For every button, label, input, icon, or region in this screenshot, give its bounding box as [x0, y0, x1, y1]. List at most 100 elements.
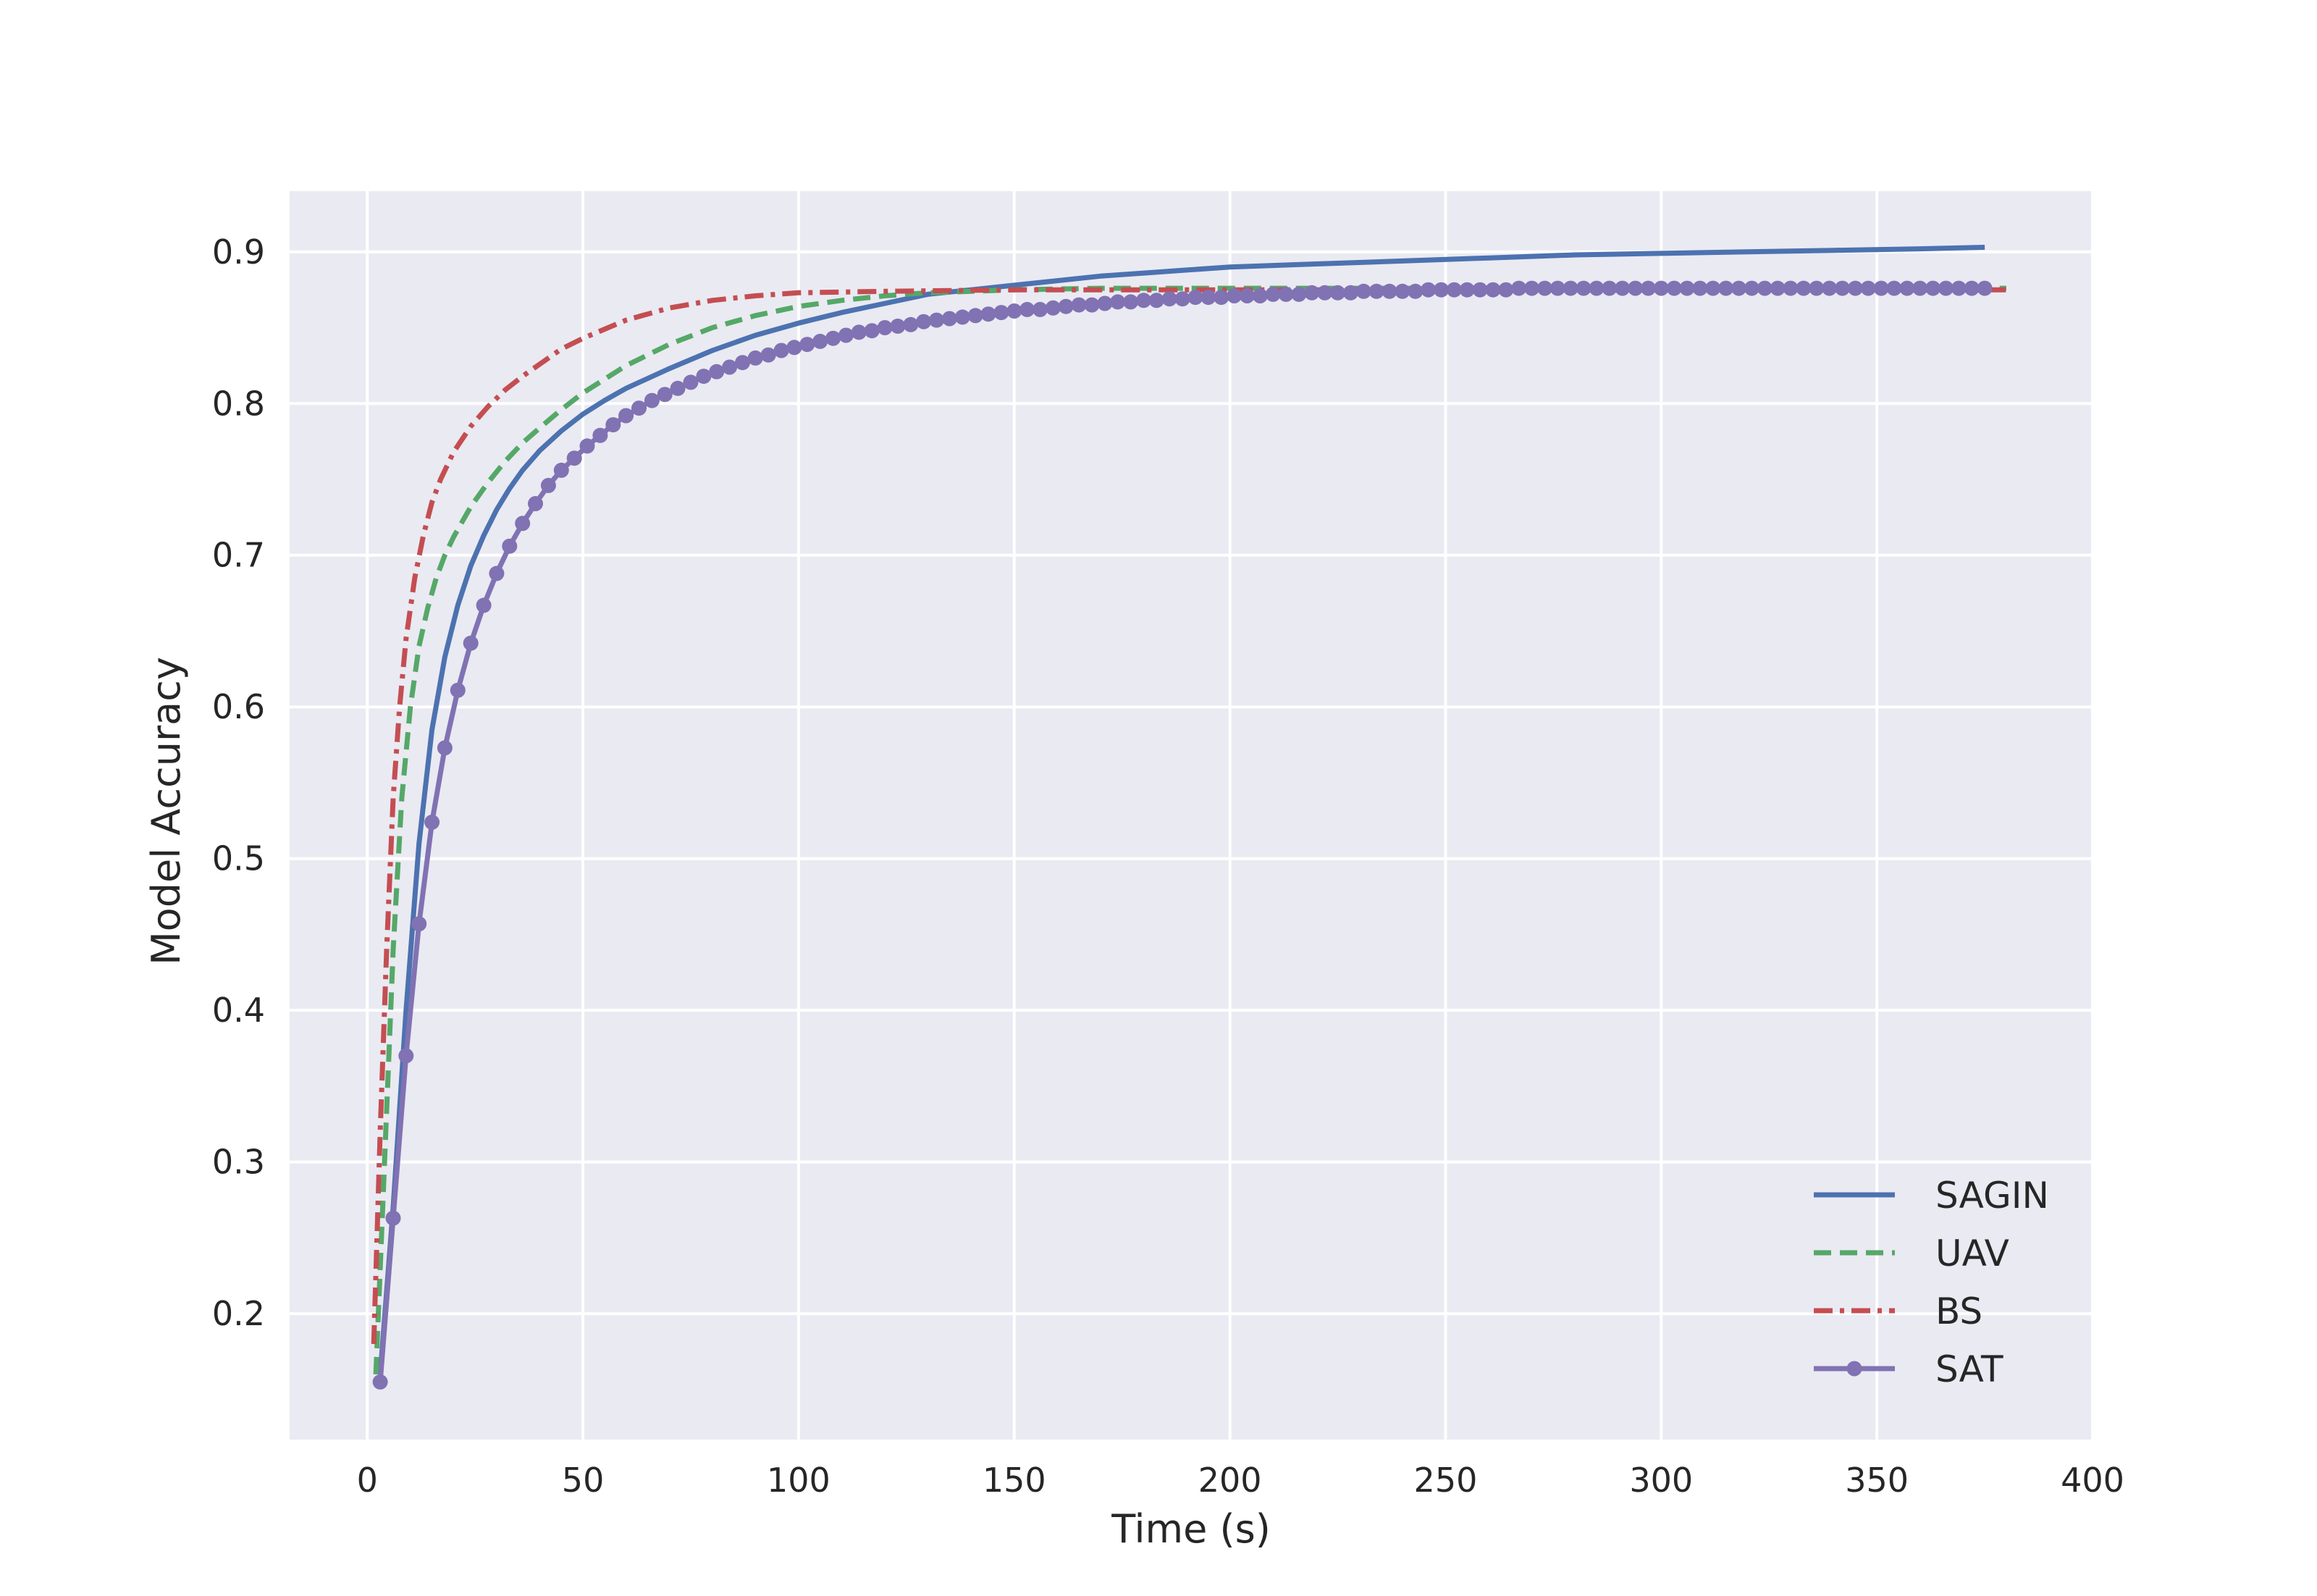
data-point-sat — [592, 427, 608, 443]
data-point-sat — [1770, 280, 1786, 296]
data-point-sat — [450, 682, 466, 698]
data-point-sat — [1886, 280, 1902, 296]
data-point-sat — [722, 359, 738, 375]
series-bs — [371, 287, 2006, 1345]
data-point-sat — [1123, 294, 1139, 310]
legend-item-uav: UAV — [1814, 1232, 2009, 1274]
data-point-sat — [372, 1374, 388, 1390]
data-point-sat — [1265, 286, 1281, 302]
data-point-sat — [1744, 280, 1759, 296]
data-point-sat — [929, 312, 944, 328]
grid — [290, 191, 2094, 1440]
data-point-sat — [515, 516, 531, 532]
data-point-sat — [851, 324, 867, 340]
legend-label-uav: UAV — [1935, 1232, 2009, 1274]
series-line-sagin — [377, 245, 1985, 1375]
data-point-sat — [735, 355, 750, 371]
data-point-sat — [1045, 300, 1061, 316]
data-point-sat — [644, 392, 660, 408]
data-point-sat — [1071, 297, 1087, 313]
y-tick-label: 0.8 — [212, 384, 265, 423]
data-point-sat — [1136, 293, 1151, 308]
data-point-sat — [463, 635, 479, 651]
data-point-sat — [1110, 294, 1126, 310]
series-sat — [372, 280, 1993, 1390]
series-line-uav — [373, 285, 2006, 1375]
data-point-sat — [1408, 283, 1424, 299]
data-point-sat — [1485, 282, 1501, 298]
data-point-sat — [941, 311, 957, 327]
data-point-sat — [1692, 280, 1708, 296]
data-point-sat — [1563, 280, 1578, 296]
data-point-sat — [1731, 280, 1746, 296]
legend-item-sat: SAT — [1814, 1348, 2003, 1390]
data-point-sat — [411, 916, 427, 932]
data-point-sat — [1549, 280, 1565, 296]
data-point-sat — [1757, 280, 1773, 296]
y-axis-label: Model Accuracy — [143, 657, 189, 965]
series-line-bs — [371, 287, 2006, 1345]
data-point-sat — [1252, 288, 1268, 303]
data-point-sat — [1653, 280, 1669, 296]
data-point-sat — [1977, 280, 1993, 296]
legend-label-sat: SAT — [1935, 1348, 2003, 1390]
legend-label-bs: BS — [1935, 1290, 1982, 1332]
data-point-sat — [1951, 280, 1967, 296]
series-sagin — [377, 245, 1985, 1375]
data-point-sat — [916, 314, 932, 329]
data-point-sat — [1847, 280, 1863, 296]
y-tick-label: 0.5 — [212, 839, 265, 878]
data-point-sat — [489, 566, 505, 581]
plot-background — [290, 191, 2093, 1440]
data-point-sat — [579, 438, 595, 454]
data-point-sat — [709, 364, 725, 379]
data-point-sat — [1355, 283, 1371, 299]
data-point-sat — [385, 1210, 401, 1226]
data-point-sat — [696, 369, 712, 385]
data-point-sat — [1434, 282, 1449, 298]
data-point-sat — [1860, 280, 1876, 296]
data-point-sat — [1899, 280, 1915, 296]
data-point-sat — [1511, 280, 1527, 296]
data-point-sat — [1317, 285, 1333, 301]
data-point-sat — [773, 343, 789, 358]
data-point-sat — [1705, 280, 1721, 296]
data-point-sat — [799, 337, 815, 353]
data-point-sat — [670, 380, 686, 396]
data-point-sat — [838, 327, 854, 343]
data-point-sat — [1084, 297, 1100, 313]
x-axis-label: Time (s) — [1111, 1506, 1271, 1552]
data-point-sat — [1822, 280, 1838, 296]
data-point-sat — [1679, 280, 1695, 296]
data-point-sat — [812, 333, 828, 349]
data-point-sat — [1576, 280, 1591, 296]
data-point-sat — [747, 350, 763, 366]
series-layer — [371, 245, 2006, 1390]
data-point-sat — [1239, 288, 1255, 303]
data-point-sat — [1459, 282, 1475, 298]
data-point-sat — [877, 320, 893, 335]
data-point-sat — [566, 450, 582, 466]
data-point-sat — [437, 740, 453, 756]
series-uav — [373, 285, 2006, 1375]
x-tick-label: 0 — [357, 1461, 378, 1500]
y-tick-label: 0.2 — [212, 1294, 265, 1333]
data-point-sat — [1602, 280, 1618, 296]
data-point-sat — [1796, 280, 1812, 296]
data-point-sat — [502, 538, 518, 554]
data-point-sat — [1291, 286, 1307, 302]
data-point-sat — [1019, 301, 1035, 317]
data-point-sat — [1666, 280, 1682, 296]
x-tick-label: 50 — [562, 1461, 605, 1500]
y-tick-label: 0.7 — [212, 536, 265, 575]
data-point-sat — [1925, 280, 1941, 296]
data-point-sat — [1227, 288, 1242, 303]
data-point-sat — [1873, 280, 1889, 296]
y-tick-label: 0.9 — [212, 232, 265, 272]
x-tick-label: 150 — [983, 1461, 1046, 1500]
data-point-sat — [631, 400, 647, 416]
data-point-sat — [1964, 280, 1980, 296]
data-point-sat — [1200, 290, 1216, 306]
